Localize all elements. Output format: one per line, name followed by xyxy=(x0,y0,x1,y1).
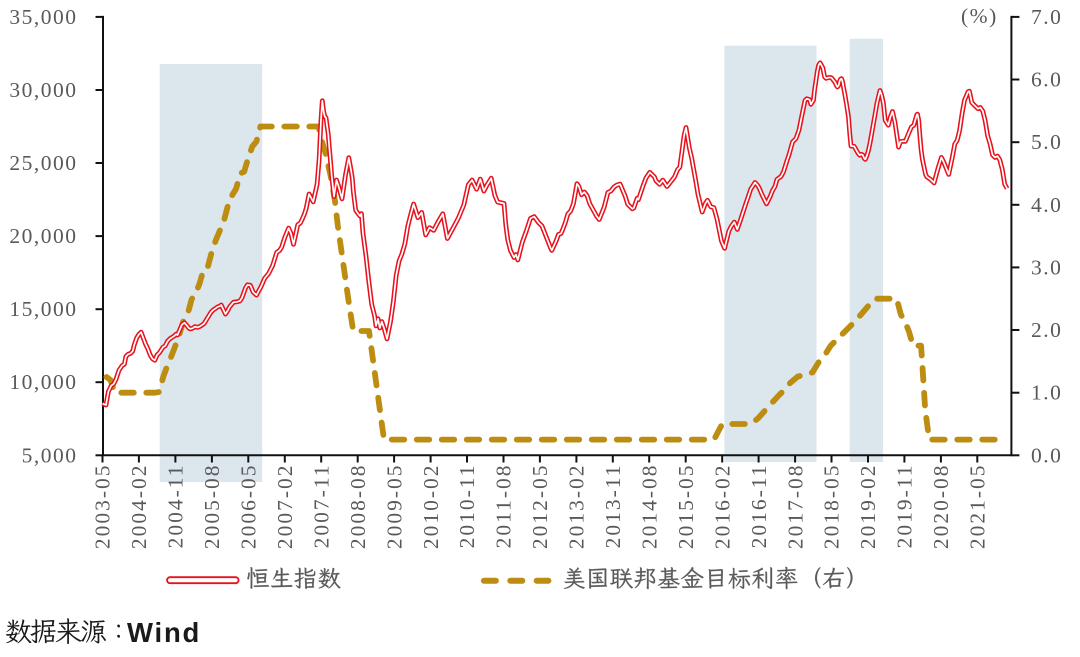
svg-text:2019-02: 2019-02 xyxy=(856,464,880,550)
svg-text:5.0: 5.0 xyxy=(1031,130,1062,154)
svg-text:(%): (%) xyxy=(961,4,998,28)
svg-text:2010-02: 2010-02 xyxy=(419,464,443,550)
svg-text:2004-11: 2004-11 xyxy=(164,464,188,549)
svg-text:2016-11: 2016-11 xyxy=(747,464,771,549)
svg-text:2015-05: 2015-05 xyxy=(674,464,698,550)
svg-text:2012-05: 2012-05 xyxy=(528,464,552,550)
svg-text:6.0: 6.0 xyxy=(1031,68,1062,92)
svg-text:10,000: 10,000 xyxy=(9,370,77,394)
svg-text:2014-08: 2014-08 xyxy=(638,464,662,550)
svg-text:2003-05: 2003-05 xyxy=(91,464,115,550)
svg-text:2016-02: 2016-02 xyxy=(710,464,734,550)
svg-text:25,000: 25,000 xyxy=(9,151,77,175)
svg-text:4.0: 4.0 xyxy=(1031,193,1062,217)
svg-text:2021-05: 2021-05 xyxy=(966,464,990,550)
svg-text:2.0: 2.0 xyxy=(1031,318,1062,342)
svg-text:2008-08: 2008-08 xyxy=(346,464,370,550)
svg-text:2005-08: 2005-08 xyxy=(200,464,224,550)
svg-text:7.0: 7.0 xyxy=(1031,5,1062,29)
svg-text:2004-02: 2004-02 xyxy=(127,464,151,550)
svg-text:2007-11: 2007-11 xyxy=(309,464,333,549)
svg-text:2006-05: 2006-05 xyxy=(237,464,261,550)
svg-text:2019-11: 2019-11 xyxy=(893,464,917,549)
svg-text:2018-05: 2018-05 xyxy=(820,464,844,550)
svg-text:2007-02: 2007-02 xyxy=(273,464,297,550)
svg-text:30,000: 30,000 xyxy=(9,78,77,102)
svg-text:1.0: 1.0 xyxy=(1031,381,1062,405)
svg-text:Wind: Wind xyxy=(127,617,201,648)
svg-text:2010-11: 2010-11 xyxy=(455,464,479,549)
svg-text:2011-08: 2011-08 xyxy=(492,464,516,549)
svg-text:2013-02: 2013-02 xyxy=(565,464,589,550)
svg-text:2013-11: 2013-11 xyxy=(601,464,625,549)
svg-text:2020-08: 2020-08 xyxy=(929,464,953,550)
svg-text:35,000: 35,000 xyxy=(9,5,77,29)
svg-text:3.0: 3.0 xyxy=(1031,255,1062,279)
svg-text:0.0: 0.0 xyxy=(1031,443,1062,467)
svg-text:20,000: 20,000 xyxy=(9,224,77,248)
svg-text:2009-05: 2009-05 xyxy=(382,464,406,550)
svg-text:15,000: 15,000 xyxy=(9,297,77,321)
svg-text:5,000: 5,000 xyxy=(22,443,78,467)
svg-text:2017-08: 2017-08 xyxy=(783,464,807,550)
